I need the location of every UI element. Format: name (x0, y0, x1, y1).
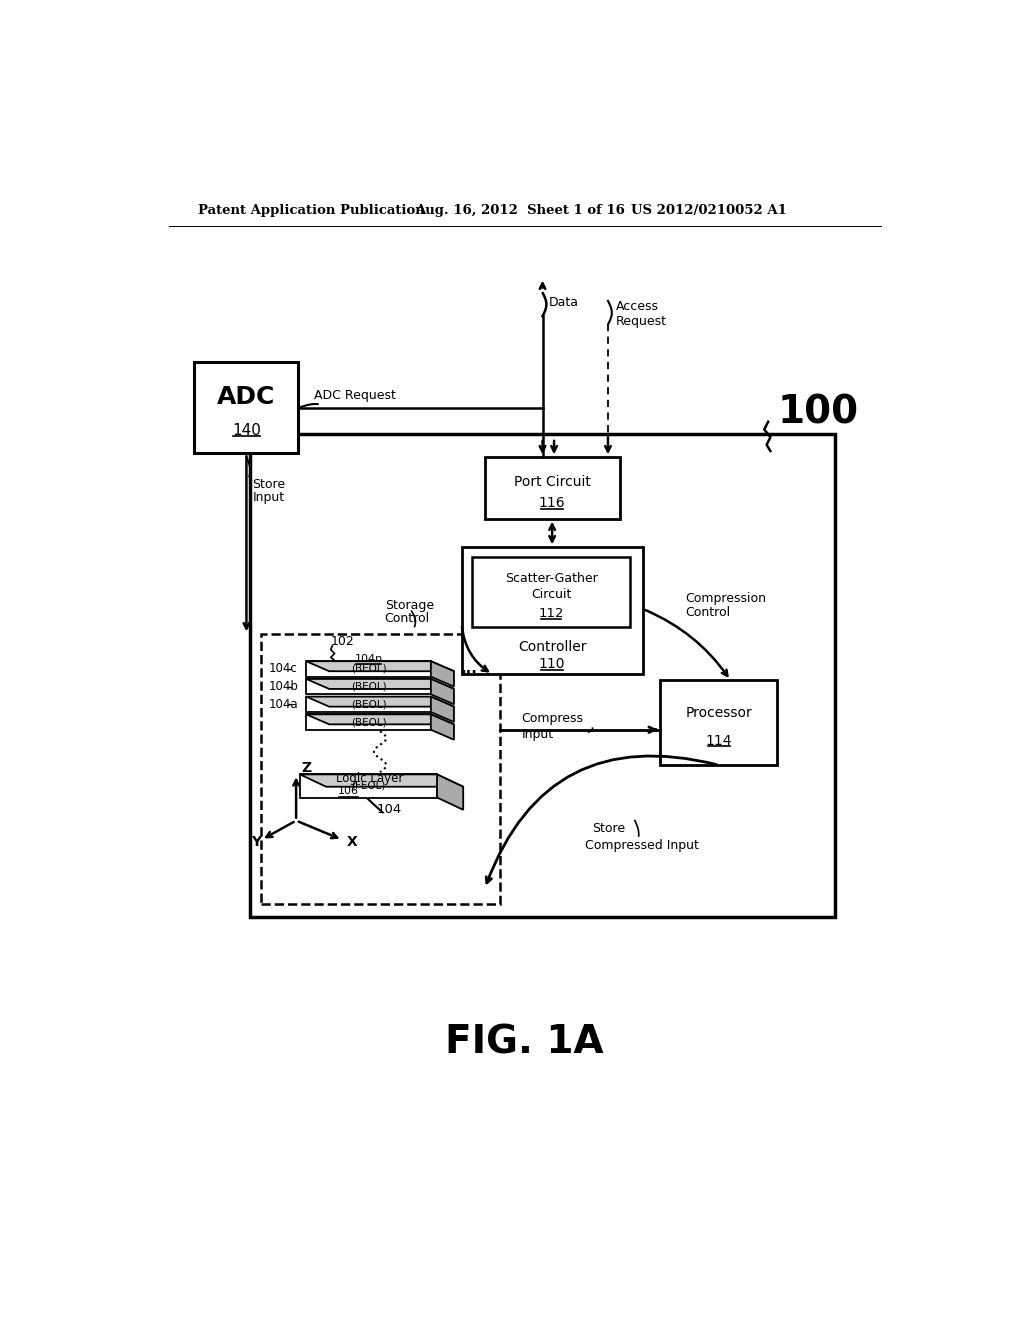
Polygon shape (300, 775, 463, 787)
Text: 104n: 104n (354, 653, 383, 664)
Text: Compression: Compression (685, 593, 766, 606)
Text: Y: Y (252, 836, 261, 849)
Text: (BEOL): (BEOL) (350, 717, 386, 727)
Text: ...: ... (460, 661, 477, 676)
Text: 102: 102 (331, 635, 354, 648)
Text: ADC: ADC (217, 385, 275, 409)
Text: Control: Control (685, 606, 730, 619)
Bar (660, 681, 777, 766)
Text: (BEOL): (BEOL) (350, 664, 386, 675)
Polygon shape (431, 714, 454, 739)
Polygon shape (437, 775, 463, 810)
Text: 110: 110 (539, 657, 565, 672)
Bar (462, 548, 643, 675)
Text: (BEOL): (BEOL) (350, 681, 386, 692)
Text: Data: Data (549, 296, 579, 309)
Text: FIG. 1A: FIG. 1A (445, 1023, 604, 1061)
Text: 100: 100 (777, 393, 858, 432)
Text: 104c: 104c (269, 663, 298, 676)
Text: Store: Store (593, 822, 626, 834)
Text: Store: Store (253, 478, 286, 491)
Polygon shape (300, 775, 437, 797)
Polygon shape (306, 678, 454, 689)
Text: 114: 114 (706, 734, 732, 747)
Polygon shape (306, 678, 431, 694)
Polygon shape (306, 661, 454, 671)
Text: Port Circuit: Port Circuit (514, 475, 591, 488)
Text: Storage: Storage (385, 598, 434, 611)
Text: ADC Request: ADC Request (313, 389, 395, 403)
Polygon shape (306, 697, 431, 711)
Text: Compressed Input: Compressed Input (585, 838, 698, 851)
Text: Request: Request (615, 315, 667, 329)
Text: Circuit: Circuit (531, 587, 571, 601)
Polygon shape (306, 661, 431, 677)
Polygon shape (431, 697, 454, 722)
Text: 104b: 104b (269, 680, 299, 693)
Text: 104a: 104a (269, 698, 299, 711)
Text: US 2012/0210052 A1: US 2012/0210052 A1 (631, 205, 786, 218)
Text: Input: Input (521, 727, 554, 741)
Text: Processor: Processor (685, 706, 753, 719)
Bar (250, 434, 836, 917)
Polygon shape (431, 678, 454, 705)
Text: 112: 112 (539, 607, 564, 620)
Text: 116: 116 (539, 496, 565, 511)
Text: Input: Input (253, 491, 285, 504)
Text: 140: 140 (232, 422, 261, 438)
Text: Scatter-Gather: Scatter-Gather (505, 573, 598, 585)
Polygon shape (306, 714, 454, 725)
Polygon shape (431, 661, 454, 686)
Text: Aug. 16, 2012  Sheet 1 of 16: Aug. 16, 2012 Sheet 1 of 16 (416, 205, 626, 218)
Text: Z: Z (301, 762, 311, 775)
Text: Logic Layer: Logic Layer (336, 772, 403, 785)
Text: 104: 104 (377, 803, 402, 816)
Text: 106: 106 (338, 787, 359, 796)
Text: Access: Access (615, 300, 658, 313)
Text: Controller: Controller (518, 640, 587, 655)
Bar (484, 457, 620, 519)
Bar (195, 363, 298, 453)
Bar (472, 557, 631, 627)
Text: (FEOL): (FEOL) (351, 781, 386, 791)
Text: Compress: Compress (521, 713, 584, 726)
Text: Patent Application Publication: Patent Application Publication (199, 205, 425, 218)
Text: (BEOL): (BEOL) (350, 700, 386, 709)
Polygon shape (306, 714, 431, 730)
Polygon shape (306, 697, 454, 706)
Text: X: X (347, 836, 357, 849)
Bar (261, 635, 500, 904)
Text: Control: Control (385, 612, 430, 626)
